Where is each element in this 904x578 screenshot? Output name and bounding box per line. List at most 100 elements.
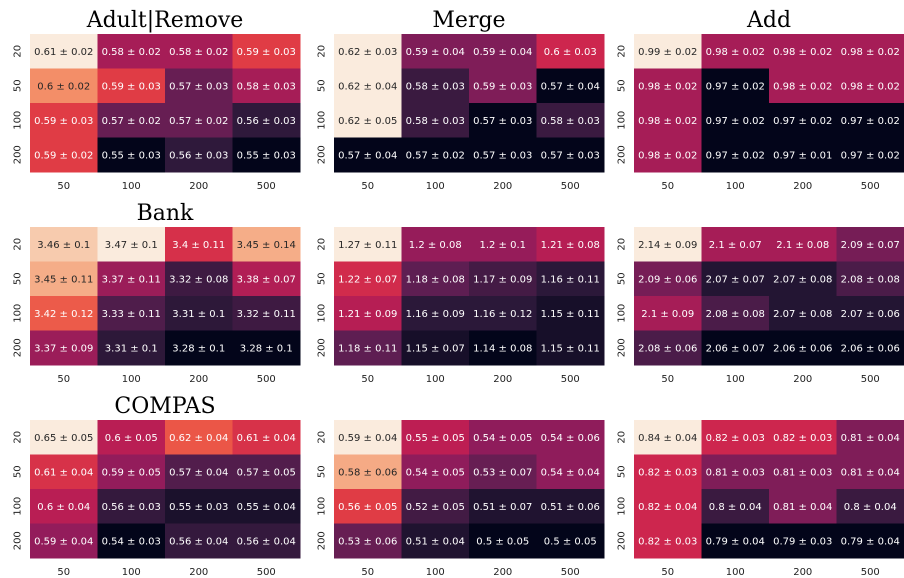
panel-3-cell-r4-c4 [836,137,904,173]
panel-7-cell-r1-c1 [30,420,98,455]
panel-6-cell-r3-c1 [634,296,702,331]
panel-3-cell-r3-c4 [836,103,904,138]
panel-1-cell-label-r2-c3: 0.57 ± 0.03 [169,81,228,92]
panel-3-cell-label-r2-c2: 0.97 ± 0.02 [706,81,765,92]
panel-9-y-tick-20: 20 [617,431,628,444]
panel-1-cell-r2-c2 [97,68,166,104]
panel-7-y-tick-20: 20 [13,431,24,444]
panel-2-x-tick-50: 50 [361,181,374,192]
panel-5-cell-label-r4-c3: 1.14 ± 0.08 [473,343,532,354]
panel-3-cell-r2-c1 [634,68,702,104]
panel-2-x-tick-200: 200 [493,181,512,192]
panel-8-x-tick-100: 100 [426,567,445,578]
panel-8-cell-label-r3-c3: 0.51 ± 0.07 [473,502,532,513]
panel-4-x-tick-100: 100 [122,374,141,385]
panel-1-cell-label-r3-c1: 0.59 ± 0.03 [34,116,93,127]
panel-5-cell-r2-c3 [469,261,537,297]
panel-4-cell-r1-c4 [232,227,301,262]
panel-9-cell-r1-c4 [836,420,904,455]
panel-9-cell-label-r3-c4: 0.8 ± 0.04 [844,502,897,513]
panel-5-cell-label-r1-c2: 1.2 ± 0.08 [409,240,462,251]
panel-3-cell-label-r4-c4: 0.97 ± 0.02 [841,150,900,161]
panel-9-cell-label-r4-c4: 0.79 ± 0.04 [841,536,900,547]
panel-1-x-tick-50: 50 [57,181,70,192]
panel-3-cell-label-r1-c2: 0.98 ± 0.02 [706,47,765,58]
panel-7-y-tick-50: 50 [13,465,24,478]
panel-7-cell-r1-c4 [232,420,301,455]
panel-3-cell-r3-c1 [634,103,702,138]
panel-1-cell-r1-c3 [165,34,233,69]
panel-4-y-tick-100: 100 [13,304,24,323]
panel-2-cell-r2-c3 [469,68,537,104]
panel-2-cell-r4-c2 [401,137,470,173]
panel-5-cell-r3-c3 [469,296,537,331]
panel-8-cell-label-r3-c1: 0.56 ± 0.05 [338,502,397,513]
panel-8-y-tick-100: 100 [317,497,328,516]
panel-4-cell-r2-c1 [30,261,98,297]
panel-3-cell-label-r3-c2: 0.97 ± 0.02 [706,116,765,127]
panel-8-cell-r3-c4 [536,489,605,524]
panel-3-y-tick-50: 50 [617,79,628,92]
panel-5-cell-label-r1-c3: 1.2 ± 0.1 [479,240,526,251]
panel-9-cell-r4-c2 [701,523,770,559]
panel-6-cell-r3-c3 [769,296,837,331]
panel-1-cell-label-r1-c2: 0.58 ± 0.02 [102,47,161,58]
panel-6-cell-r3-c2 [701,296,770,331]
panel-2-cell-label-r2-c3: 0.59 ± 0.03 [473,81,532,92]
panel-5-cell-r4-c1 [334,330,402,366]
panel-4-cell-r3-c3 [165,296,233,331]
panel-2-y-tick-200: 200 [317,145,328,164]
panel-6-cell-label-r4-c3: 2.06 ± 0.06 [773,343,832,354]
panel-4-cell-label-r4-c2: 3.31 ± 0.1 [105,343,158,354]
panel-9-cell-label-r3-c2: 0.8 ± 0.04 [709,502,762,513]
panel-7-y-tick-100: 100 [13,497,24,516]
panel-7-cell-r1-c3 [165,420,233,455]
panel-8-cell-label-r2-c1: 0.58 ± 0.06 [338,467,397,478]
panel-9-x-tick-100: 100 [726,567,745,578]
panel-8-cell-label-r2-c2: 0.54 ± 0.05 [406,467,465,478]
panel-7-cell-label-r1-c2: 0.6 ± 0.05 [105,433,158,444]
panel-7-cell-r2-c3 [165,454,233,490]
panel-8-cell-label-r2-c3: 0.53 ± 0.07 [473,467,532,478]
panel-4-cell-r4-c3 [165,330,233,366]
panel-4-x-tick-500: 500 [257,374,276,385]
panel-8-cell-r3-c2 [401,489,470,524]
panel-8-cell-label-r4-c2: 0.51 ± 0.04 [406,536,465,547]
panel-8-cell-label-r3-c4: 0.51 ± 0.06 [541,502,600,513]
panel-4-cell-r1-c1 [30,227,98,262]
panel-5-cell-label-r4-c1: 1.18 ± 0.11 [338,343,397,354]
panel-6-cell-label-r3-c1: 2.1 ± 0.09 [641,309,694,320]
panel-4-cell-r2-c2 [97,261,166,297]
panel-6-cell-label-r4-c1: 2.08 ± 0.06 [638,343,697,354]
panel-6-x-tick-100: 100 [726,374,745,385]
panel-2-cell-label-r1-c3: 0.59 ± 0.04 [473,47,532,58]
panel-3-cell-label-r4-c2: 0.97 ± 0.02 [706,150,765,161]
panel-6-cell-label-r1-c2: 2.1 ± 0.07 [709,240,762,251]
panel-7-cell-label-r2-c2: 0.59 ± 0.05 [102,467,161,478]
panel-9-cell-label-r3-c3: 0.81 ± 0.04 [773,502,832,513]
panel-6-cell-label-r2-c2: 2.07 ± 0.07 [706,274,765,285]
panel-5-cell-label-r3-c2: 1.16 ± 0.09 [406,309,465,320]
panel-3-title: Add [746,8,791,33]
panel-6-cell-label-r3-c3: 2.07 ± 0.08 [773,309,832,320]
panel-7-x-tick-500: 500 [257,567,276,578]
panel-3-cell-label-r3-c1: 0.98 ± 0.02 [638,116,697,127]
panel-2-cell-r4-c3 [469,137,537,173]
panel-7-cell-label-r4-c2: 0.54 ± 0.03 [102,536,161,547]
panel-6-x-tick-50: 50 [661,374,674,385]
panel-7-cell-label-r4-c3: 0.56 ± 0.04 [169,536,228,547]
panel-8-x-tick-500: 500 [561,567,580,578]
panel-2-cell-label-r4-c3: 0.57 ± 0.03 [473,150,532,161]
panel-8-x-tick-200: 200 [493,567,512,578]
panel-8-cell-label-r2-c4: 0.54 ± 0.04 [541,467,600,478]
panel-8-cell-label-r4-c3: 0.5 ± 0.05 [476,536,529,547]
panel-2-cell-r4-c4 [536,137,605,173]
panel-1-y-tick-100: 100 [13,111,24,130]
panel-3-cell-r2-c4 [836,68,904,104]
panel-4-cell-r4-c4 [232,330,301,366]
panel-3-cell-label-r1-c3: 0.98 ± 0.02 [773,47,832,58]
panel-2-cell-label-r3-c3: 0.57 ± 0.03 [473,116,532,127]
panel-9-cell-label-r2-c2: 0.81 ± 0.03 [706,467,765,478]
panel-3-x-tick-500: 500 [861,181,880,192]
panel-2-cell-r3-c4 [536,103,605,138]
